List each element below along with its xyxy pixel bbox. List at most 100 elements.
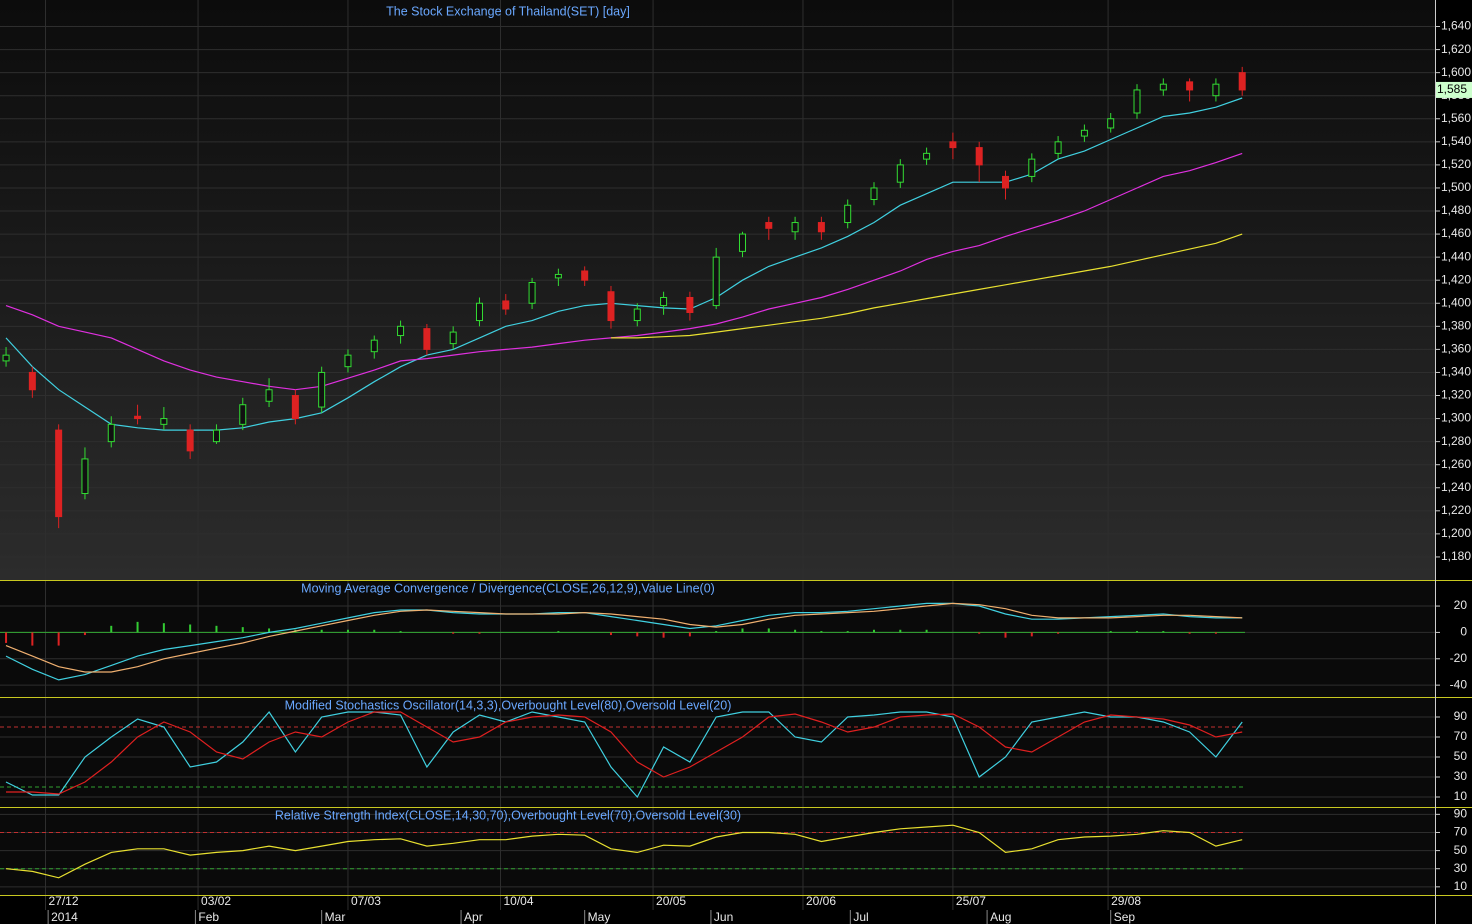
- y-tick-label: 70: [1454, 825, 1468, 839]
- indicator-line: [5, 97, 1243, 431]
- histogram-bar: [1162, 631, 1165, 633]
- y-tick-label: 1,180: [1441, 549, 1471, 563]
- x-tick-label: 20/06: [806, 894, 836, 908]
- y-tick-label: 1,420: [1441, 272, 1471, 286]
- candle-body: [107, 423, 115, 443]
- y-tick-label: 1,300: [1441, 411, 1471, 425]
- candle-body: [923, 152, 931, 160]
- candle-body: [397, 325, 405, 337]
- x-axis-bg: [0, 896, 1472, 924]
- candle-body: [949, 141, 957, 149]
- candle-body: [502, 300, 510, 310]
- candle-body: [1054, 141, 1062, 154]
- candle-body: [712, 256, 720, 307]
- histogram-bar: [820, 631, 823, 633]
- histogram-bar: [1136, 631, 1139, 633]
- candle-body: [318, 371, 326, 408]
- x-tick-label: 07/03: [351, 894, 381, 908]
- candle-body: [686, 296, 694, 313]
- y-tick-label: 50: [1454, 749, 1468, 763]
- candle-body: [160, 418, 168, 425]
- candle-body: [239, 404, 247, 425]
- histogram-bar: [268, 628, 271, 633]
- candle-body: [765, 222, 773, 229]
- candle-body: [265, 389, 273, 402]
- histogram-bar: [767, 628, 770, 633]
- indicator-line: [6, 711, 1243, 795]
- candle-body: [660, 296, 668, 307]
- y-tick-label: 1,500: [1441, 180, 1471, 194]
- indicator-line: [5, 824, 1243, 879]
- x-tick-label: Aug: [990, 910, 1011, 924]
- y-tick-label: 30: [1454, 861, 1468, 875]
- x-tick-label: 25/07: [956, 894, 986, 908]
- x-tick-label: 10/04: [504, 894, 534, 908]
- candle-body: [370, 339, 378, 353]
- candle-body: [291, 395, 299, 420]
- histogram-bar: [557, 631, 560, 633]
- chart-title: The Stock Exchange of Thailand(SET) [day…: [386, 4, 630, 18]
- candle-body: [423, 328, 431, 350]
- histogram-bar: [478, 632, 481, 634]
- candle-body: [581, 270, 589, 281]
- y-tick-label: 1,600: [1441, 65, 1471, 79]
- histogram-bar: [794, 629, 797, 633]
- y-tick-label: 1,360: [1441, 342, 1471, 356]
- x-tick-label: 27/12: [49, 894, 79, 908]
- histogram-bar: [83, 632, 86, 636]
- histogram-bar: [452, 632, 455, 634]
- candle-body: [1186, 81, 1194, 91]
- y-tick-label: 90: [1454, 709, 1468, 723]
- candle-body: [738, 233, 746, 252]
- y-tick-label: 90: [1454, 807, 1468, 821]
- candle-body: [28, 371, 36, 391]
- y-tick-label: 1,620: [1441, 42, 1471, 56]
- y-tick-label: 1,400: [1441, 295, 1471, 309]
- histogram-bar: [373, 629, 376, 633]
- candle-body: [2, 354, 10, 362]
- candle-body: [81, 458, 89, 495]
- candle-body: [55, 429, 63, 518]
- y-tick-label: 1,200: [1441, 526, 1471, 540]
- histogram-bar: [978, 632, 981, 634]
- macd-panel-bg: [0, 581, 1435, 697]
- candle-body: [475, 302, 483, 322]
- x-tick-label: May: [588, 910, 611, 924]
- histogram-bar: [846, 631, 849, 633]
- y-tick-label: 10: [1454, 789, 1468, 803]
- histogram-bar: [31, 632, 34, 646]
- candle-body: [1107, 118, 1115, 129]
- x-tick-label: 03/02: [201, 894, 231, 908]
- y-tick-label: 1,280: [1441, 434, 1471, 448]
- y-tick-label: 20: [1454, 598, 1468, 612]
- x-tick-label: Jul: [853, 910, 868, 924]
- y-tick-label: -20: [1450, 651, 1468, 665]
- histogram-bar: [1214, 632, 1217, 634]
- histogram-bar: [715, 631, 718, 633]
- histogram-bar: [320, 629, 323, 633]
- y-tick-label: 1,560: [1441, 111, 1471, 125]
- histogram-bar: [57, 632, 60, 646]
- candle-body: [1212, 83, 1220, 97]
- x-tick-label: Sep: [1114, 910, 1136, 924]
- histogram-bar: [688, 632, 691, 637]
- histogram-bar: [346, 629, 349, 633]
- x-tick-label: Feb: [198, 910, 219, 924]
- histogram-bar: [399, 631, 402, 633]
- y-tick-label: 1,460: [1441, 226, 1471, 240]
- y-tick-label: -40: [1450, 677, 1468, 691]
- histogram-bar: [1188, 632, 1191, 634]
- histogram-bar: [872, 629, 875, 633]
- y-tick-label: 1,340: [1441, 365, 1471, 379]
- indicator-line: [5, 152, 1243, 391]
- candle-body: [528, 282, 536, 304]
- histogram-bar: [5, 632, 8, 643]
- candle-body: [975, 147, 983, 166]
- candle-body: [186, 429, 194, 452]
- histogram-bar: [1057, 632, 1060, 634]
- histogram-bar: [662, 632, 665, 638]
- y-tick-label: 1,520: [1441, 157, 1471, 171]
- histogram-bar: [110, 625, 113, 633]
- y-tick-label: 1,320: [1441, 388, 1471, 402]
